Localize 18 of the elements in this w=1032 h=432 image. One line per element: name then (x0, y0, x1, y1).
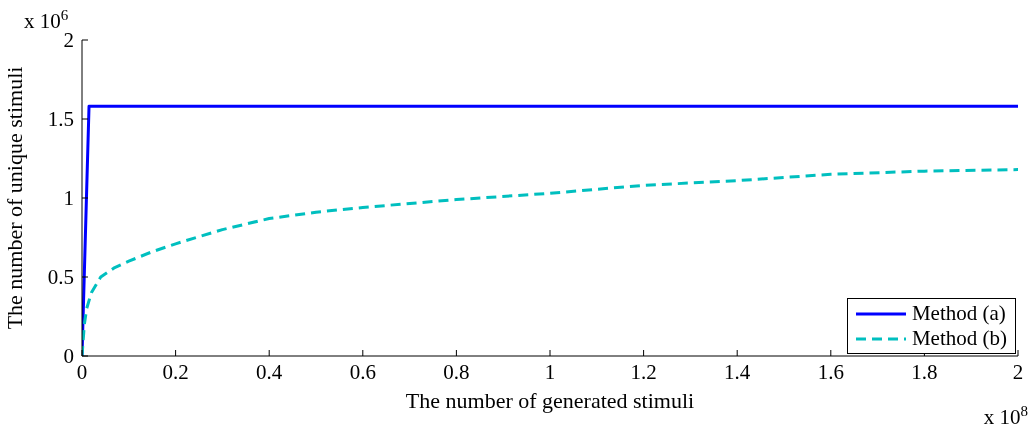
y-tick-label: 1.5 (47, 107, 74, 132)
x-tick-label: 1.4 (724, 359, 751, 384)
x-tick-label: 0.8 (443, 359, 470, 384)
y-tick-label: 1 (63, 186, 74, 211)
x-tick-label: 1 (544, 359, 556, 384)
x-tick-label: 1.8 (911, 359, 938, 384)
text: x 10$^{8}$ (983, 403, 1028, 429)
y-tick-label: 0.5 (47, 265, 74, 290)
x-tick-label: 2 (1012, 359, 1024, 384)
x-tick-label: 1.6 (817, 359, 844, 384)
x-tick-label: 0.4 (256, 359, 283, 384)
x-tick-label: 1.2 (630, 359, 657, 384)
x-tick-label: 0.2 (162, 359, 189, 384)
x-tick-label: 0.6 (349, 359, 376, 384)
y-axis-title: The number of unique stimuli (1, 66, 27, 330)
legend-label: Method (b) (911, 326, 1007, 351)
x-axis-title: The number of generated stimuli (405, 388, 695, 413)
legend-label: Method (a) (911, 301, 1006, 326)
